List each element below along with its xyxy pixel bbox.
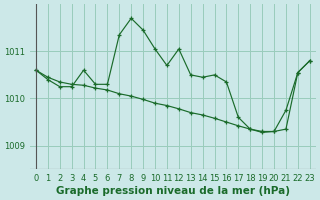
X-axis label: Graphe pression niveau de la mer (hPa): Graphe pression niveau de la mer (hPa) [56, 186, 290, 196]
